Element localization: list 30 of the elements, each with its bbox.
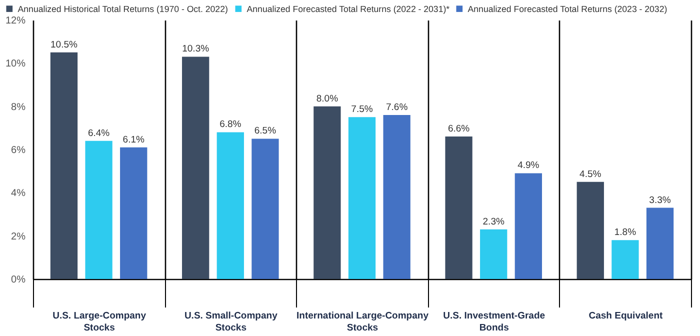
- text: 6.6%: [448, 124, 470, 135]
- legend-label: Annualized Forecasted Total Returns (2022 - 2031)*: [246, 4, 450, 14]
- y-tick-label: 8%: [11, 102, 26, 113]
- text: 7.5%: [351, 104, 373, 116]
- y-tick-label: 0%: [11, 274, 26, 286]
- text: 6.1%: [122, 134, 144, 146]
- text: 2.3%: [482, 216, 504, 228]
- y-tick-label: 4%: [11, 188, 26, 200]
- text: 6.8%: [220, 119, 242, 130]
- text: 6.4%: [88, 128, 110, 139]
- text: 8.0%: [316, 93, 338, 104]
- text: 6.5%: [254, 126, 276, 137]
- legend-label: Annualized Forecasted Total Returns (2023 - 2032): [468, 4, 668, 14]
- text: 3.3%: [649, 194, 671, 206]
- text: 10.3%: [182, 44, 210, 55]
- y-tick-label: 6%: [11, 145, 26, 156]
- x-tick-label: International Large-Company Stocks: [296, 310, 430, 334]
- text: 4.5%: [580, 168, 602, 180]
- legend-label: Annualized Historical Total Returns (1970 - Oct. 2022): [18, 4, 228, 14]
- x-tick-label: Cash Equivalent: [588, 310, 664, 322]
- x-tick-label: U.S. Small-Company Stocks: [184, 310, 278, 334]
- text: 10.5%: [50, 39, 78, 50]
- y-tick-label: 10%: [5, 58, 26, 70]
- y-tick-label: 2%: [11, 231, 26, 242]
- text: 7.6%: [386, 102, 408, 113]
- x-tick-label: U.S. Large-Company Stocks: [52, 310, 147, 334]
- text: 4.9%: [518, 160, 540, 172]
- x-tick-label: U.S. Investment-Grade Bonds: [443, 310, 546, 334]
- text: 1.8%: [614, 227, 636, 238]
- y-tick-label: 12%: [5, 16, 26, 26]
